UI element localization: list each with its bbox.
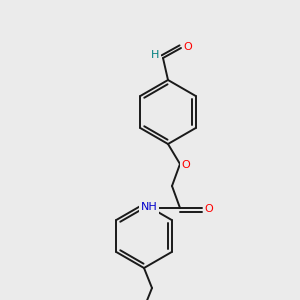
Text: H: H xyxy=(151,50,159,60)
Text: O: O xyxy=(205,204,213,214)
Text: NH: NH xyxy=(141,202,158,212)
Text: O: O xyxy=(182,160,190,170)
Text: O: O xyxy=(184,42,192,52)
